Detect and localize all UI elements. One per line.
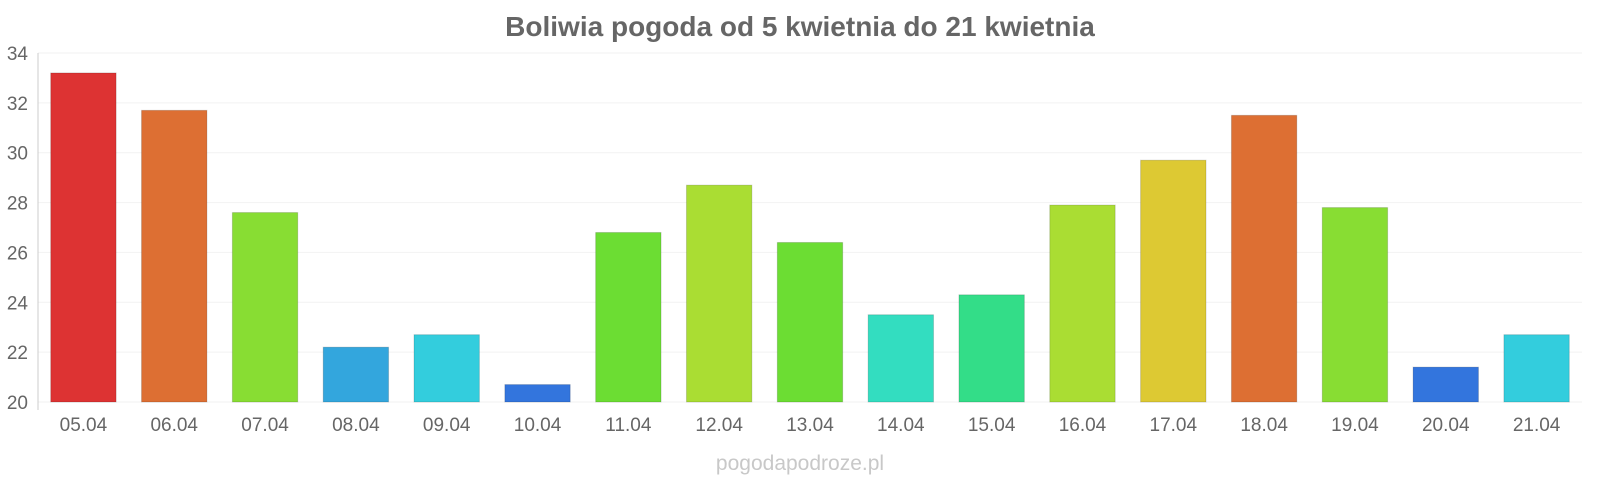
x-tick-label: 17.04 (1150, 415, 1198, 436)
x-axis-ticks: 05.04 06.04 07.04 08.04 09.04 10.04 11.04 12.04… (60, 415, 1561, 436)
bar-12.04 (685, 184, 753, 403)
x-tick-label: 15.04 (968, 415, 1016, 436)
bar-15.04 (958, 294, 1025, 403)
bar-13.04 (776, 241, 844, 403)
x-tick-label: 16.04 (1059, 415, 1107, 436)
y-tick-label: 26 (7, 243, 28, 264)
y-tick-label: 28 (7, 194, 28, 215)
x-tick-label: 13.04 (786, 415, 834, 436)
bar-10.04 (504, 384, 571, 403)
x-tick-label: 18.04 (1240, 415, 1288, 436)
bars (50, 72, 1570, 403)
watermark: pogodapodroze.pl (716, 452, 884, 475)
bar-09.04 (413, 334, 480, 403)
x-tick-label: 06.04 (150, 415, 198, 436)
bar-18.04 (1230, 114, 1298, 403)
bar-05.04 (50, 72, 117, 403)
y-tick-label: 32 (7, 94, 28, 115)
y-tick-label: 24 (7, 293, 29, 314)
bar-19.04 (1321, 207, 1389, 403)
bar-08.04 (322, 346, 390, 403)
chart-title: Boliwia pogoda od 5 kwietnia do 21 kwiet… (505, 11, 1095, 42)
x-tick-label: 21.04 (1513, 415, 1561, 436)
bar-07.04 (231, 212, 299, 403)
x-tick-label: 09.04 (423, 415, 471, 436)
bar-17.04 (1140, 159, 1207, 403)
x-tick-label: 20.04 (1422, 415, 1470, 436)
x-tick-label: 11.04 (605, 415, 652, 436)
bar-14.04 (867, 314, 935, 403)
x-tick-label: 10.04 (514, 415, 562, 436)
x-tick-label: 05.04 (60, 415, 108, 436)
y-tick-label: 22 (7, 343, 28, 364)
bar-06.04 (141, 109, 208, 403)
bar-21.04 (1503, 334, 1570, 403)
x-tick-label: 19.04 (1331, 415, 1379, 436)
bar-20.04 (1412, 366, 1479, 403)
y-tick-label: 34 (7, 44, 29, 65)
x-tick-label: 12.04 (695, 415, 743, 436)
x-tick-label: 08.04 (332, 415, 380, 436)
y-tick-label: 20 (7, 393, 28, 414)
x-tick-label: 14.04 (877, 415, 925, 436)
bar-11.04 (595, 231, 662, 403)
bar-16.04 (1049, 204, 1116, 403)
x-tick-label: 07.04 (241, 415, 289, 436)
y-tick-label: 30 (7, 144, 28, 165)
y-axis-ticks: 20 22 24 26 28 30 32 34 (7, 44, 29, 414)
